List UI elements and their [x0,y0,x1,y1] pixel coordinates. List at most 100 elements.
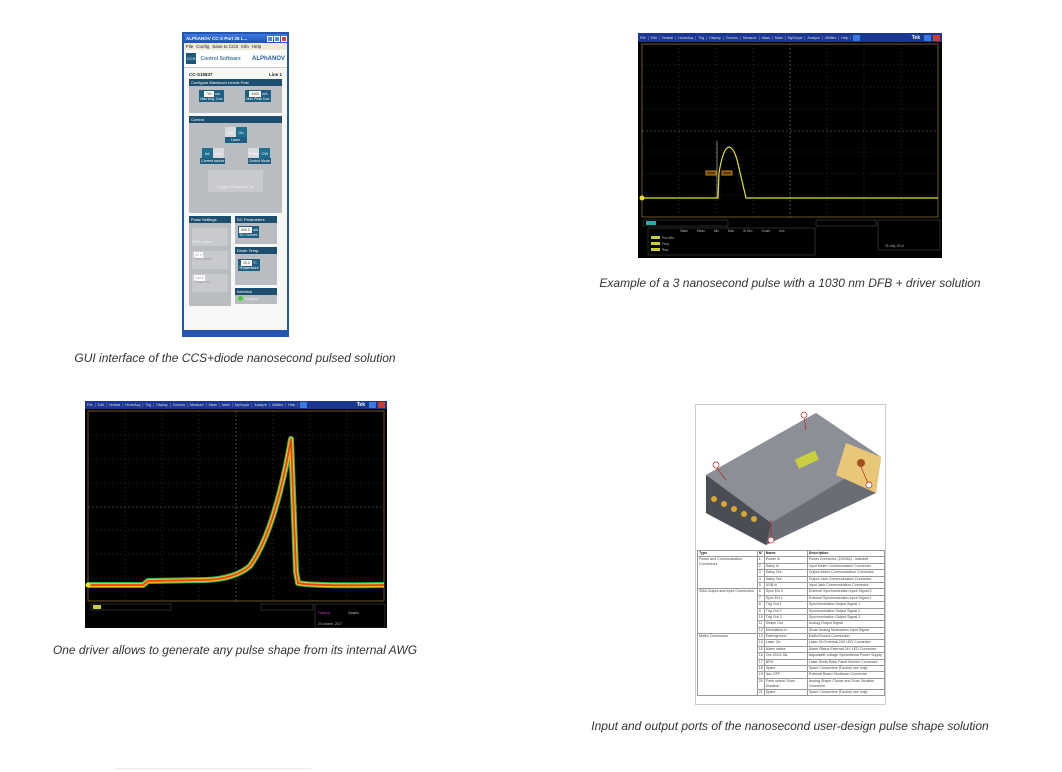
scope-menu-item: Display [709,35,724,40]
measurement-row-label: Rise [662,248,669,252]
arrow-icon [853,34,861,41]
gui-menu-item: Info [241,44,249,49]
table-row: Power and Communication Connectors 1 Power… [697,556,886,590]
driver-board-render [706,411,881,545]
scope-menu-item: Measure [743,35,760,40]
scope-menu-item: Help [841,35,852,40]
measurement-header: Max [728,229,735,233]
scope-menu-item: MyScope [235,403,253,407]
scope-menu-item: Utilities [825,35,840,40]
awg-pulse-trace [88,438,385,587]
scope-menubar: File Edit Vertical Horiz/Acq Trig Display Curs… [638,33,942,42]
measurement-header: Info [779,229,785,233]
brand-logo: Tek [356,402,365,408]
gui-screenshot: ALPhANOV CC-S Port 25 L... File Config Sav… [182,32,289,337]
oscilloscope-screenshot-awg: File Edit Vertical Horiz/Acq Trig Display Curs… [85,401,387,628]
scope-menu-item: Trig [145,403,155,407]
gui-menu-item: Config [196,44,210,49]
scope-menu-item: Utilities [272,403,287,407]
table-cell: External Board Shutdown Connector [806,671,886,679]
measurement-rows: Pos Wid Freq Rise [662,235,674,253]
measurement-headers: Value Mean Min Max St Dev Count Info [680,229,785,233]
scope-menu-item: Cursors [173,403,188,407]
table-row: 21 Spare Spare Connectors (Factory use onl… [698,688,886,697]
table-cell: Form select/ Scan Duration [763,677,808,690]
scope-display [85,410,386,628]
gui-menu-item: Save to CCS [212,44,239,49]
table-cell: Adjustable voltage Symmetrical Power Sup… [806,652,886,660]
temp-panel: Diode Temp. 25.0 °C Temperature [235,247,277,285]
table-row: Molex Connectors 13 Earth/ground Earth/Grou… [697,633,886,697]
pulse-trace [642,146,938,199]
max-levels-panel: Configure Maximum Levels Post 700 mA Max … [189,79,282,113]
led-icon [238,296,243,301]
minimize-icon [267,35,273,42]
close-icon [933,34,940,41]
table-cell: Alarm Status External 24V LED Connector [806,645,886,654]
measurement-header: Value [680,229,688,233]
measurement-row-label: Freq [662,242,669,246]
scope-menu-item: Measure [190,403,207,407]
measurement-header: Min [713,229,720,233]
figure-caption: One driver allows to generate any pulse … [52,643,418,657]
maximize-icon [274,35,280,42]
scope-menu-item: Math [775,35,786,40]
oscilloscope-screenshot-pulse: File Edit Vertical Horiz/Acq Trig Display Curs… [638,33,942,258]
table-cell: 21 [756,688,765,697]
scope-display [639,43,941,256]
scope-menu-item: Mask [762,35,773,40]
gui-menu-item: File [186,44,194,49]
scope-menu-item: MyScope [788,35,806,40]
scope-menu-item: Vertical [109,403,124,407]
ports-table: Type N° Name Description Power and Communica… [697,549,886,697]
table-cell: 19 [756,671,765,679]
table-cell: Spare [763,688,808,697]
table-row: 19 Aux OFF External Board Shutdown Connect… [698,671,886,679]
port-type: SMA Output and Input Connectors [697,588,758,635]
scope-menubar: File Edit Vertical Horiz/Acq Trig Display Curs… [85,401,387,409]
scope-menu-item: Edit [651,35,660,40]
scope-menu-item: Mask [209,403,220,407]
port-type: Power and Communication Connectors [697,556,758,590]
close-icon [378,402,385,408]
brand-logo: Tek [911,34,920,41]
gui-menu-item: Help [251,44,262,49]
divider [115,768,311,770]
scope-menu-item: Analyze [254,403,270,407]
table-cell: 20 [756,677,765,690]
table-cell: Analog Shape Choice and Scan Duration Co… [806,677,886,690]
measurement-header: St Dev [743,229,753,233]
gui-menubar: File Config Save to CCS Info Help [184,43,287,50]
table-cell: Laser Diode Back Facet Monitor Connector [806,658,886,667]
scope-menu-item: Edit [98,403,107,407]
scope-menu-item: Horiz/Acq [125,403,144,407]
scope-menu-item: Math [222,403,233,407]
scope-menu-item: Analyze [807,35,823,40]
scope-menu-item: Cursors [726,35,741,40]
pulse-settings-panel: Pulse Settings Peak current 20.0 Pulse wi… [189,216,231,306]
gui-body: CC-S15837 Line 1 Configure Maximum Levels… [184,68,287,330]
figure-caption: Input and output ports of the nanosecond… [591,719,989,733]
window-icon [924,34,931,41]
scope-menu-item: Display [156,403,171,407]
table-cell: Spare Connectors (Factory use only) [806,688,886,697]
interlock-panel: Interlock Enabled [235,288,277,304]
gui-titlebar: ALPhANOV CC-S Port 25 L... [184,34,287,43]
arrow-icon [300,402,308,408]
scope-menu-item: Trig [698,35,708,40]
figure-caption: GUI interface of the CCS+diode nanosecon… [74,351,396,365]
figure-caption: Example of a 3 nanosecond pulse with a 1… [599,276,981,290]
measurement-header: Count [761,229,771,233]
scope-menu-item: File [640,35,649,40]
ports-figure: Type N° Name Description Power and Communica… [695,404,886,705]
control-panel: Control Off On Laser Int Ext Current source … [189,116,282,213]
scope-menu-item: Vertical [662,35,677,40]
scope-menu-item: Help [288,403,299,407]
measurement-row-label: Pos Wid [662,236,674,240]
close-icon [281,35,287,42]
measurement-header: Mean [696,229,705,233]
window-icon [369,402,376,408]
table-cell: Output Molex Communication Connector [806,569,886,577]
port-type: Molex Connectors [697,633,758,697]
gui-logo-bar: CCS Control Software ALPhANOV [184,50,287,68]
